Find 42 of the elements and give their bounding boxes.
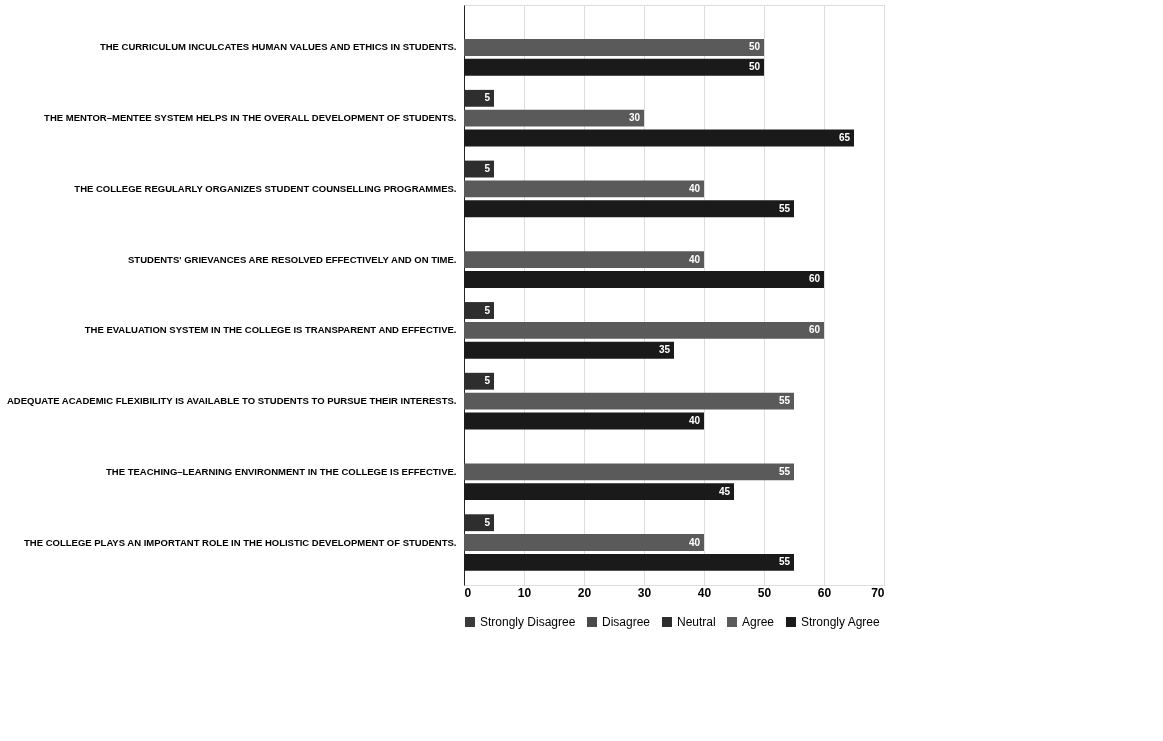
data-label: 40	[688, 414, 701, 426]
x-tick-label: 0	[464, 585, 472, 600]
y-tick-label: THE EVALUATION SYSTEM IN THE COLLEGE IS TRANSPARENT AND EFFECTIVE.	[84, 324, 457, 336]
data-label: 5	[484, 92, 491, 104]
data-label: 30	[628, 112, 641, 124]
data-label: 40	[688, 253, 701, 265]
x-tick-label: 70	[871, 585, 885, 600]
data-label: 45	[718, 485, 731, 497]
legend-label: Disagree	[602, 615, 651, 629]
legend-label: Strongly Disagree	[480, 615, 576, 629]
data-label: 5	[484, 516, 491, 528]
data-label: 50	[748, 61, 761, 73]
data-label: 35	[658, 344, 671, 356]
data-label: 50	[748, 41, 761, 53]
x-tick-label: 60	[817, 585, 832, 600]
data-label: 55	[778, 556, 791, 568]
data-label: 5	[484, 163, 491, 175]
data-label: 5	[484, 304, 491, 316]
data-label: 40	[688, 536, 701, 548]
data-label: 5	[484, 375, 491, 387]
y-tick-label: THE CURRICULUM INCULCATES HUMAN VALUES AND ETHICS IN STUDENTS.	[99, 41, 457, 53]
data-label: 65	[838, 132, 851, 144]
data-label: 40	[688, 182, 701, 194]
x-tick-label: 40	[697, 585, 712, 600]
y-tick-label: THE MENTOR–MENTEE SYSTEM HELPS IN THE OVERALL DEVELOPMENT OF STUDENTS.	[44, 112, 457, 124]
y-tick-label: THE TEACHING–LEARNING ENVIRONMENT IN THE COLLEGE IS EFFECTIVE.	[106, 465, 457, 477]
x-tick-label: 20	[577, 585, 592, 600]
y-tick-label: STUDENTS' GRIEVANCES ARE RESOLVED EFFECTIVELY AND ON TIME.	[128, 253, 457, 265]
data-label: 60	[808, 324, 821, 336]
data-label: 55	[778, 395, 791, 407]
y-tick-label: THE COLLEGE REGULARLY ORGANIZES STUDENT COUNSELLING PROGRAMMES.	[74, 182, 457, 194]
x-tick-label: 30	[637, 585, 652, 600]
y-tick-label: ADEQUATE ACADEMIC FLEXIBILITY IS AVAILABLE TO STUDENTS TO PURSUE THEIR INTERESTS.	[6, 395, 457, 407]
legend-label: Neutral	[677, 615, 716, 629]
legend-label: Agree	[742, 615, 775, 629]
x-tick-label: 50	[757, 585, 772, 600]
data-label: 60	[808, 273, 821, 285]
data-label: 55	[778, 202, 791, 214]
legend-label: Strongly Agree	[801, 615, 881, 629]
data-label: 55	[778, 465, 791, 477]
x-tick-label: 10	[517, 585, 532, 600]
y-tick-label: THE COLLEGE PLAYS AN IMPORTANT ROLE IN THE HOLISTIC DEVELOPMENT OF STUDENTS.	[24, 536, 457, 548]
